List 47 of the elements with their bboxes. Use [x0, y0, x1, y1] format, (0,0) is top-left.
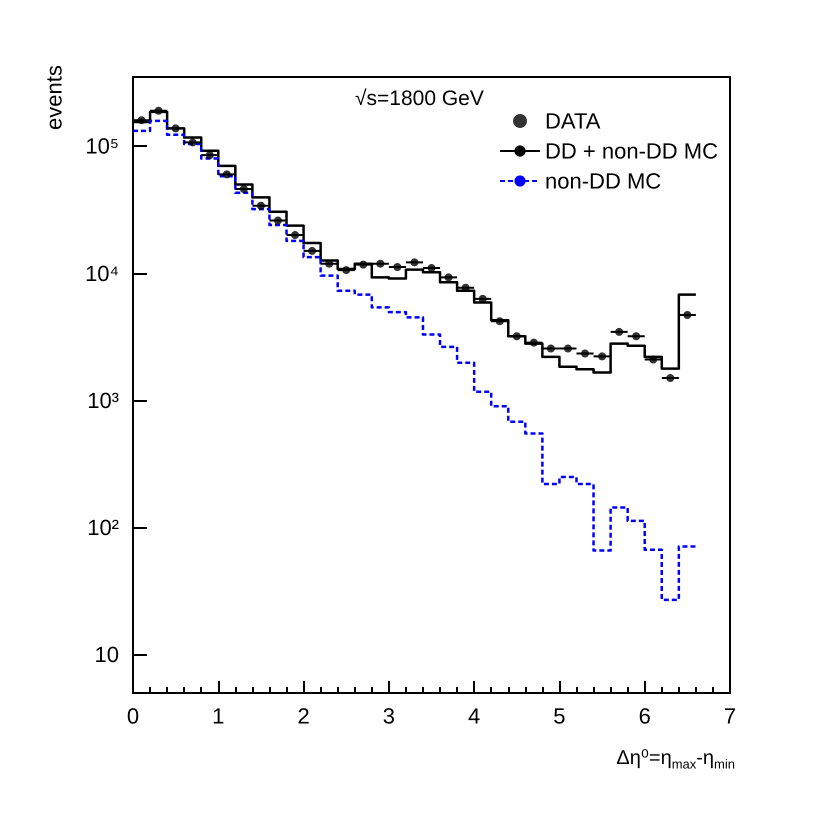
x-tick-label: 6 — [638, 704, 651, 728]
point — [546, 344, 555, 353]
x-tick-label: 2 — [297, 704, 310, 728]
y-axis-title: events — [42, 65, 66, 130]
x-tick-label: 0 — [126, 704, 140, 728]
annotation: √s=1800 GeV — [355, 87, 484, 110]
point — [666, 374, 674, 382]
point — [683, 311, 692, 319]
x-tick-label: 4 — [468, 704, 480, 728]
point — [393, 263, 402, 272]
point — [188, 138, 197, 146]
x-tick-label: 1 — [212, 704, 224, 728]
point — [359, 260, 368, 269]
y-tick-label: 10³ — [87, 388, 119, 413]
point — [581, 350, 590, 358]
legend-label: DD + non-DD MC — [545, 138, 718, 164]
point — [530, 338, 538, 347]
point — [410, 258, 418, 266]
point — [444, 273, 453, 282]
point — [496, 317, 504, 326]
x-tick-label: 3 — [382, 704, 395, 728]
x-tick-label: 5 — [553, 704, 566, 728]
point — [206, 151, 214, 160]
legend-label: DATA — [545, 108, 601, 134]
point — [138, 116, 146, 124]
point — [512, 332, 521, 340]
legend-label: non-DD MC — [545, 168, 662, 194]
point — [274, 216, 282, 225]
y-tick-label: 10² — [87, 515, 119, 540]
point — [154, 106, 163, 115]
point — [632, 332, 640, 340]
point — [222, 170, 231, 178]
point — [564, 344, 572, 353]
point — [342, 266, 350, 274]
y-tick-label: 10⁴ — [85, 260, 119, 286]
point — [308, 246, 316, 255]
point — [240, 185, 248, 194]
point — [256, 202, 265, 210]
point — [598, 352, 606, 360]
point — [291, 231, 300, 240]
x-tick-label: 7 — [724, 704, 736, 728]
point — [615, 328, 624, 336]
point — [649, 355, 658, 364]
point — [376, 260, 384, 268]
point — [172, 124, 180, 132]
y-tick-label: 10⁵ — [85, 134, 119, 159]
y-tick-label: 10 — [94, 642, 119, 668]
